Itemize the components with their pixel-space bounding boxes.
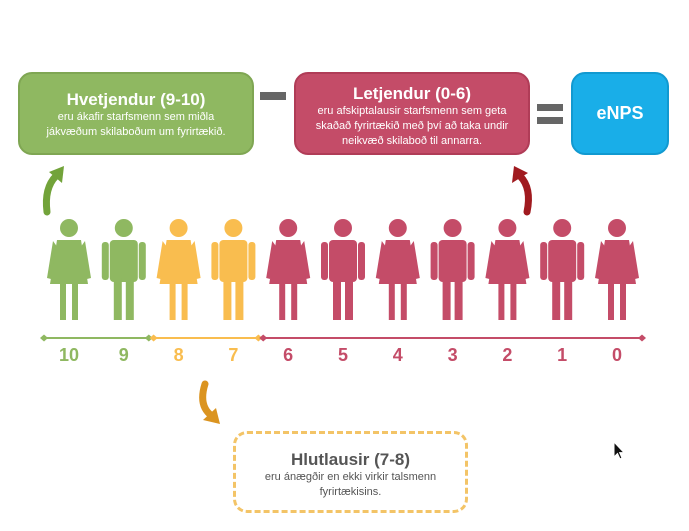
person-icon: [321, 219, 365, 320]
score-number: 2: [502, 345, 513, 365]
person-icon: [211, 219, 256, 320]
score-number: 4: [392, 345, 403, 365]
minus-operator: [260, 92, 286, 100]
score-number: 0: [611, 345, 622, 365]
person-icon: [101, 219, 146, 320]
score-number: 8: [173, 345, 184, 365]
passive-curved-arrow-icon: [199, 380, 220, 424]
equals-operator-top-bar: [537, 104, 563, 111]
person-icon: [266, 219, 311, 320]
promoters-title: Hvetjendur (9-10): [66, 90, 206, 109]
passives-title: Hlutlausir (7-8): [290, 450, 411, 469]
mouse-pointer-icon: [613, 441, 626, 460]
score-number: 9: [118, 345, 129, 365]
scale-line-detractor: [259, 334, 646, 342]
detractor-curved-arrow-icon: [512, 166, 532, 216]
scale-line-passive: [149, 334, 263, 342]
passives-box: Hlutlausir (7-8) eru ánægðir en ekki vir…: [233, 431, 468, 513]
people-row: [47, 219, 639, 320]
detractors-description-line2: skaðað fyrirtækið með því að taka undir: [315, 120, 509, 132]
passives-description-line1: eru ánægðir en ekki virkir talsmenn: [264, 471, 437, 483]
detractors-description-line3: neikvæð skilaboð til annarra.: [341, 135, 483, 147]
promoters-description-line2: jákvæðum skilaboðum um fyrirtækið.: [46, 126, 226, 138]
person-icon: [430, 219, 475, 320]
person-icon: [485, 219, 530, 320]
score-number: 10: [58, 345, 80, 365]
score-number: 7: [228, 345, 239, 365]
detractors-title: Letjendur (0-6): [352, 84, 472, 103]
detractors-box: Letjendur (0-6) eru afskiptalausir starf…: [294, 72, 530, 155]
score-number: 6: [283, 345, 294, 365]
promoters-description-line1: eru ákafir starfsmenn sem miðla: [57, 111, 215, 123]
person-icon: [156, 219, 201, 320]
score-number: 3: [447, 345, 458, 365]
person-icon: [375, 219, 420, 320]
detractors-description-line1: eru afskiptalausir starfsmenn sem geta: [317, 105, 507, 117]
promoters-box: Hvetjendur (9-10) eru ákafir starfsmenn …: [18, 72, 254, 155]
person-icon: [540, 219, 585, 320]
scale-lines: [40, 334, 646, 342]
equals-operator-bottom-bar: [537, 117, 563, 124]
person-icon: [595, 219, 639, 320]
score-number: 1: [557, 345, 568, 365]
scale-line-promoter: [40, 334, 153, 342]
score-number: 5: [337, 345, 348, 365]
promoter-curved-arrow-icon: [42, 166, 64, 216]
person-icon: [47, 219, 91, 320]
passives-description-line2: fyrirtækisins.: [319, 486, 382, 498]
enps-title: eNPS: [596, 103, 644, 123]
enps-box: eNPS: [571, 72, 669, 155]
